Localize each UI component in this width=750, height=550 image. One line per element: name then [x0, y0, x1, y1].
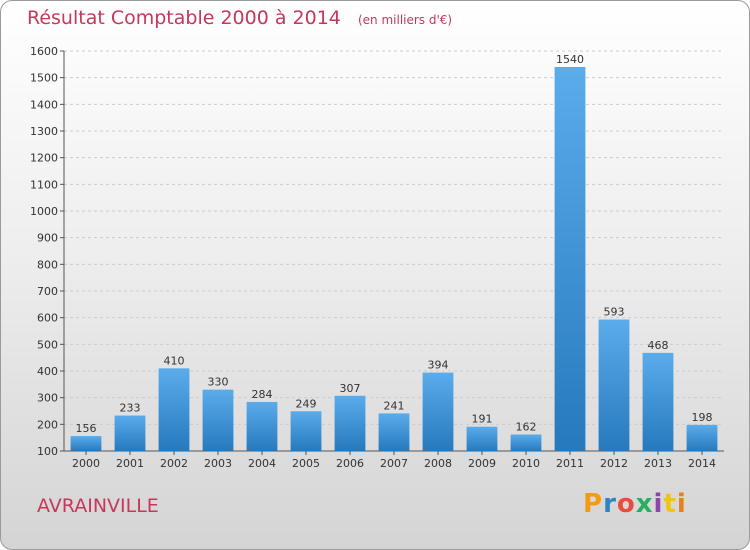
chart-subtitle: (en milliers d'€) — [357, 13, 453, 27]
bar-2001 — [114, 415, 146, 451]
y-tick-label: 700 — [37, 285, 58, 298]
y-tick-label: 400 — [37, 365, 58, 378]
value-label: 410 — [164, 354, 185, 367]
x-tick-label: 2004 — [248, 457, 276, 470]
title-block: Résultat Comptable 2000 à 2014 (en milli… — [27, 7, 452, 29]
bar-2004 — [246, 401, 278, 451]
y-tick-label: 1300 — [30, 125, 58, 138]
x-tick-label: 2000 — [72, 457, 100, 470]
x-tick-label: 2010 — [512, 457, 540, 470]
value-label: 307 — [340, 382, 361, 395]
y-tick-label: 1600 — [30, 45, 58, 58]
value-labels: 156 233 410 330 284 249 307 241 394 191 162 1540 593… — [76, 53, 713, 435]
logo-letter: t — [663, 489, 677, 519]
bar-2008 — [422, 372, 454, 451]
logo-letter: i — [653, 489, 664, 519]
x-tick-label: 2003 — [204, 457, 232, 470]
value-label: 191 — [472, 413, 493, 426]
x-tick-label: 2001 — [116, 457, 144, 470]
y-tick-label: 600 — [37, 312, 58, 325]
bar-2007 — [378, 413, 410, 451]
x-tick-label: 2011 — [556, 457, 584, 470]
y-tick-label: 900 — [37, 232, 58, 245]
value-label: 162 — [516, 420, 537, 433]
y-tick-label: 1100 — [30, 178, 58, 191]
y-tick-label: 500 — [37, 338, 58, 351]
y-tick-label: 300 — [37, 392, 58, 405]
bar-2012 — [598, 319, 630, 451]
y-tick-label: 200 — [37, 418, 58, 431]
bars — [70, 67, 718, 451]
bar-2013 — [642, 352, 674, 451]
commune-name: AVRAINVILLE — [37, 495, 159, 517]
x-tick-label: 2002 — [160, 457, 188, 470]
x-tick-label: 2012 — [600, 457, 628, 470]
bar-2006 — [334, 395, 366, 451]
logo-letter: x — [635, 489, 654, 519]
value-label: 468 — [648, 339, 669, 352]
value-label: 394 — [428, 359, 449, 372]
y-tick-label: 1000 — [30, 205, 58, 218]
bar-2005 — [290, 411, 322, 451]
y-tick-label: 1500 — [30, 72, 58, 85]
y-tick-label: 1200 — [30, 152, 58, 165]
y-tick-label: 800 — [37, 258, 58, 271]
value-label: 198 — [692, 411, 713, 424]
value-label: 593 — [604, 306, 625, 319]
value-label: 241 — [384, 399, 405, 412]
y-tick-label: 1400 — [30, 98, 58, 111]
x-tick-label: 2008 — [424, 457, 452, 470]
x-tick-label: 2006 — [336, 457, 364, 470]
logo-letter: P — [583, 489, 604, 519]
x-tick-label: 2005 — [292, 457, 320, 470]
bar-2003 — [202, 389, 234, 451]
x-tick-label: 2013 — [644, 457, 672, 470]
bar-2014 — [686, 424, 718, 451]
value-label: 1540 — [556, 53, 584, 66]
x-tick-label: 2014 — [688, 457, 716, 470]
logo-letter: o — [616, 489, 636, 519]
x-tick-label: 2009 — [468, 457, 496, 470]
value-label: 249 — [296, 397, 317, 410]
bar-2000 — [70, 436, 102, 451]
y-tick-label: 100 — [37, 445, 58, 458]
value-label: 284 — [252, 388, 273, 401]
value-label: 330 — [208, 376, 229, 389]
value-label: 233 — [120, 402, 141, 415]
bar-2011 — [554, 67, 586, 451]
x-tick-label: 2007 — [380, 457, 408, 470]
bar-2010 — [510, 434, 542, 451]
bar-2002 — [158, 368, 190, 451]
logo-letter: r — [603, 489, 617, 519]
bar-2009 — [466, 426, 498, 451]
logo-letter: i — [676, 489, 687, 519]
chart-title: Résultat Comptable 2000 à 2014 — [27, 7, 341, 29]
proxiti-logo[interactable]: Proxiti — [583, 489, 687, 519]
axes: 100 200 300 400 500 600 700 800 900 1000 1100 1200 1… — [30, 45, 724, 470]
value-label: 156 — [76, 422, 97, 435]
